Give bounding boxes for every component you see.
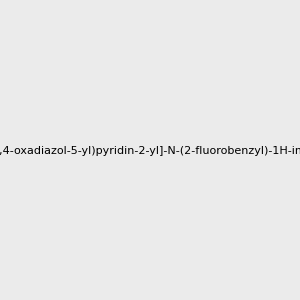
Text: 1-[5-(3-cyclopropyl-1,2,4-oxadiazol-5-yl)pyridin-2-yl]-N-(2-fluorobenzyl)-1H-imi: 1-[5-(3-cyclopropyl-1,2,4-oxadiazol-5-yl… [0, 146, 300, 157]
